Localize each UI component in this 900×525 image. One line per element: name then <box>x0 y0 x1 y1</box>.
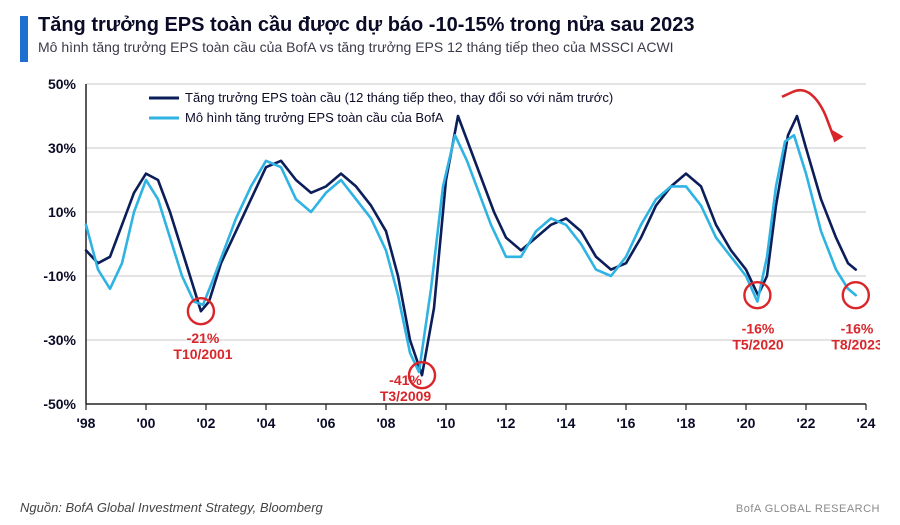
x-tick-label: '20 <box>737 415 756 431</box>
x-tick-label: '06 <box>317 415 336 431</box>
annotation-value: -21% <box>187 330 220 346</box>
x-tick-label: '10 <box>437 415 456 431</box>
x-tick-label: '00 <box>137 415 156 431</box>
line-chart: -50% -30% -10% 10% 30% 50% '98 '00 '02 '04 '06 '08 '… <box>20 68 880 458</box>
x-tick-label: '02 <box>197 415 216 431</box>
title-block: Tăng trưởng EPS toàn cầu được dự báo -10… <box>20 14 880 62</box>
annotation-value: -16% <box>841 321 874 337</box>
y-tick-label: 10% <box>48 204 77 220</box>
annotation-value: -41% <box>389 372 422 388</box>
y-tick-label: 50% <box>48 76 77 92</box>
chart-subtitle: Mô hình tăng trưởng EPS toàn cầu của Bof… <box>38 39 695 55</box>
trend-arrow-head <box>831 130 843 142</box>
x-tick-label: '24 <box>857 415 876 431</box>
y-tick-label: -50% <box>43 396 76 412</box>
x-tick-label: '18 <box>677 415 696 431</box>
annotation-date: T5/2020 <box>732 337 784 353</box>
x-tick-label: '04 <box>257 415 276 431</box>
annotation-date: T8/2023 <box>831 337 880 353</box>
accent-bar <box>20 16 28 62</box>
x-tick-label: '14 <box>557 415 576 431</box>
y-tick-label: 30% <box>48 140 77 156</box>
chart-area: -50% -30% -10% 10% 30% 50% '98 '00 '02 '04 '06 '08 '… <box>20 68 880 458</box>
brand-text: BofA GLOBAL RESEARCH <box>736 503 880 515</box>
y-tick-label: -30% <box>43 332 76 348</box>
x-tick-label: '98 <box>77 415 96 431</box>
x-tick-label: '08 <box>377 415 396 431</box>
annotation-date: T10/2001 <box>173 346 232 362</box>
legend-label: Tăng trưởng EPS toàn cầu (12 tháng tiếp … <box>185 90 613 105</box>
page-root: Tăng trưởng EPS toàn cầu được dự báo -10… <box>0 0 900 525</box>
y-tick-label: -10% <box>43 268 76 284</box>
chart-title: Tăng trưởng EPS toàn cầu được dự báo -10… <box>38 14 695 37</box>
annotation-value: -16% <box>742 321 775 337</box>
trend-arrow <box>782 90 833 135</box>
source-text: Nguồn: BofA Global Investment Strategy, … <box>20 500 323 515</box>
x-tick-label: '12 <box>497 415 516 431</box>
x-tick-label: '22 <box>797 415 816 431</box>
legend-label: Mô hình tăng trưởng EPS toàn cầu của Bof… <box>185 110 444 125</box>
x-tick-label: '16 <box>617 415 636 431</box>
annotation-date: T3/2009 <box>380 388 432 404</box>
